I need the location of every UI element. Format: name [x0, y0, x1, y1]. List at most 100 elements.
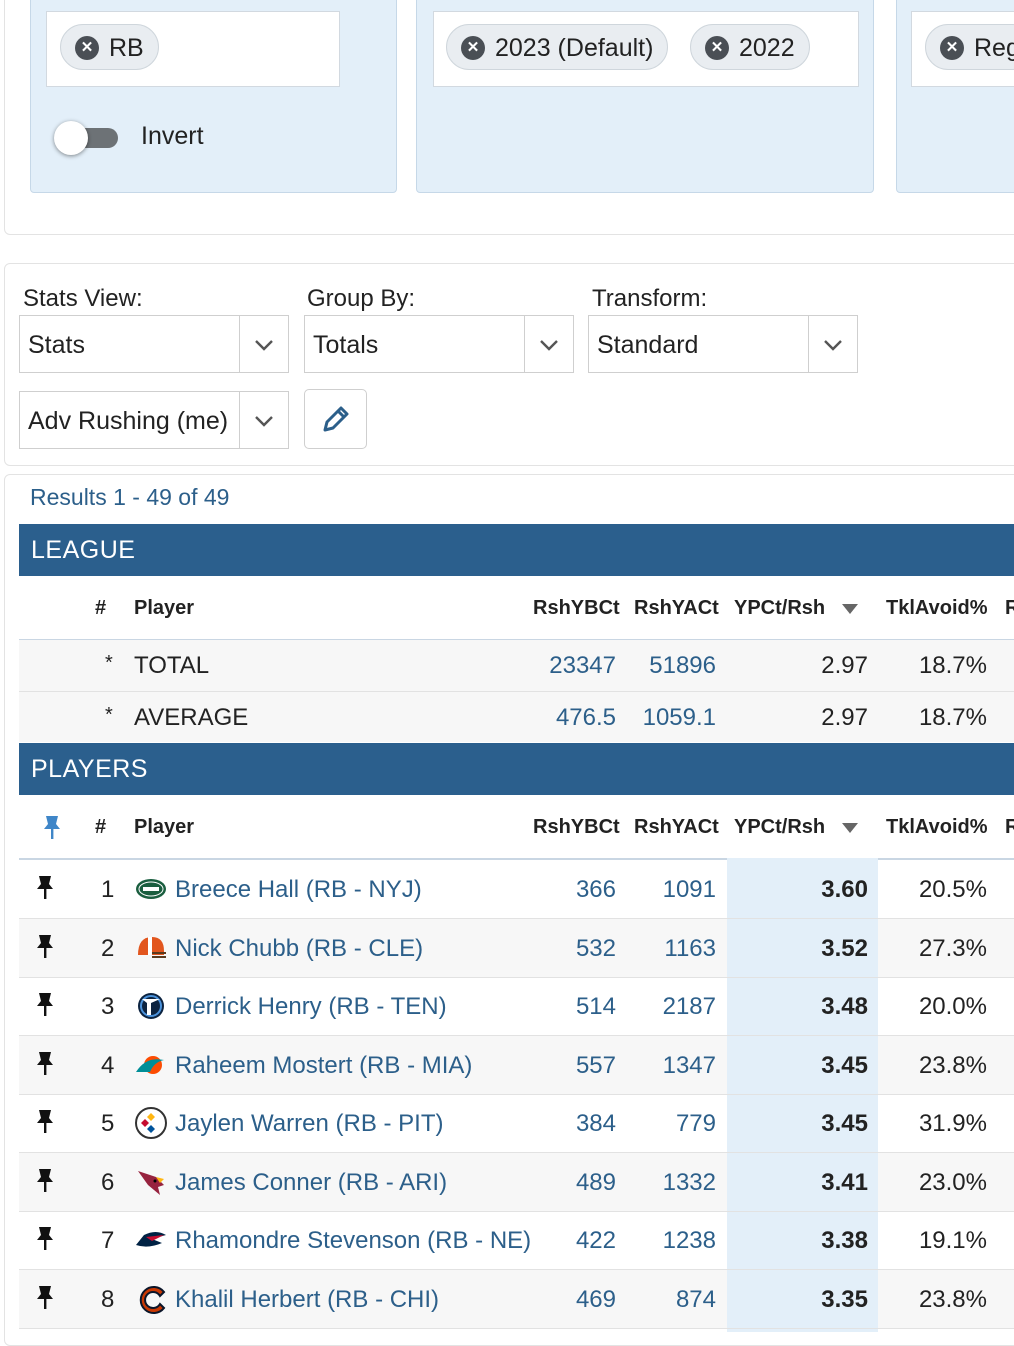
row-c2[interactable]: 1347 [662, 1052, 716, 1079]
row-c4: 20.5% [918, 876, 987, 903]
row-c1[interactable]: 532 [575, 935, 616, 962]
remove-chip-icon[interactable]: ✕ [940, 36, 964, 60]
col-truncated[interactable]: R [1005, 816, 1014, 838]
remove-chip-icon[interactable]: ✕ [705, 36, 729, 60]
row-c3: 3.52 [821, 935, 868, 962]
row-c3: 3.45 [821, 1052, 868, 1079]
row-c4: 23.0% [918, 1169, 987, 1196]
player-link[interactable]: James Conner (RB - ARI) [175, 1169, 448, 1196]
row-c3: 3.48 [821, 993, 868, 1020]
dolphins-logo [136, 1056, 164, 1074]
row-c4: 18.7% [918, 652, 987, 679]
player-link[interactable]: Breece Hall (RB - NYJ) [175, 876, 422, 903]
row-c1[interactable]: 514 [575, 993, 616, 1020]
stats-view-select[interactable]: Stats [19, 315, 289, 373]
row-c2[interactable]: 1091 [662, 876, 716, 903]
player-link[interactable]: Raheem Mostert (RB - MIA) [175, 1052, 473, 1079]
players-table-header: # Player RshYBCt RshYACt YPCt/Rsh TklAvo… [19, 796, 1014, 860]
pin-icon[interactable] [35, 1050, 55, 1076]
transform-select[interactable]: Standard [588, 315, 858, 373]
player-link[interactable]: Derrick Henry (RB - TEN) [175, 993, 447, 1020]
col-player[interactable]: Player [134, 816, 195, 838]
row-c2[interactable]: 874 [675, 1286, 716, 1313]
col-player[interactable]: Player [134, 597, 195, 619]
pin-column-icon[interactable] [41, 814, 63, 840]
select-value: Standard [597, 331, 699, 359]
pin-icon[interactable] [35, 1225, 55, 1251]
transform-label: Transform: [592, 285, 708, 312]
remove-chip-icon[interactable]: ✕ [461, 36, 485, 60]
row-rank: 7 [101, 1227, 115, 1254]
chevron-down-icon [540, 340, 558, 351]
pencil-icon [323, 406, 349, 432]
col-tklavoid[interactable]: TklAvoid% [886, 816, 988, 838]
row-c1[interactable]: 476.5 [555, 704, 616, 731]
chip-label: Reg [974, 34, 1014, 62]
pin-icon[interactable] [35, 874, 55, 900]
league-row-average: * AVERAGE 476.5 1059.1 2.97 18.7% [19, 692, 1014, 742]
row-c3: 2.97 [821, 704, 868, 731]
sort-desc-icon[interactable] [841, 603, 859, 615]
season-chip-2023[interactable]: ✕ 2023 (Default) [446, 24, 669, 70]
row-c2[interactable]: 2187 [662, 993, 716, 1020]
row-c1[interactable]: 366 [575, 876, 616, 903]
row-c3: 3.35 [821, 1286, 868, 1313]
pin-icon[interactable] [35, 1108, 55, 1134]
sorted-column-highlight [727, 858, 878, 1332]
league-row-total: * TOTAL 23347 51896 2.97 18.7% [19, 640, 1014, 692]
col-ypct-rsh[interactable]: YPCt/Rsh [734, 816, 826, 838]
player-link[interactable]: Khalil Herbert (RB - CHI) [175, 1286, 440, 1313]
player-link[interactable]: Rhamondre Stevenson (RB - NE) [175, 1227, 532, 1254]
row-c4: 20.0% [918, 993, 987, 1020]
col-ypct-rsh[interactable]: YPCt/Rsh [734, 597, 826, 619]
chevron-down-icon [824, 340, 842, 351]
row-c4: 19.1% [918, 1227, 987, 1254]
group-by-select[interactable]: Totals [304, 315, 574, 373]
edit-stat-set-button[interactable] [304, 389, 367, 449]
pin-icon[interactable] [35, 1167, 55, 1193]
remove-chip-icon[interactable]: ✕ [75, 36, 99, 60]
row-c2[interactable]: 1238 [662, 1227, 716, 1254]
col-rshyact[interactable]: RshYACt [634, 597, 719, 619]
row-name: AVERAGE [134, 704, 249, 731]
invert-toggle[interactable] [54, 121, 120, 155]
pin-icon[interactable] [35, 1284, 55, 1310]
row-c4: 23.8% [918, 1286, 987, 1313]
col-rshyact[interactable]: RshYACt [634, 816, 719, 838]
col-tklavoid[interactable]: TklAvoid% [886, 597, 988, 619]
pin-icon[interactable] [35, 991, 55, 1017]
player-link[interactable]: Jaylen Warren (RB - PIT) [175, 1110, 444, 1137]
group-by-label: Group By: [307, 285, 416, 312]
row-c2[interactable]: 1059.1 [642, 704, 716, 731]
row-c2[interactable]: 1163 [664, 935, 716, 962]
table-row: 8 Khalil Herbert (RB - CHI) 469 874 3.35 23.8… [19, 1270, 1014, 1329]
row-c1[interactable]: 384 [575, 1110, 616, 1137]
col-rshybct[interactable]: RshYBCt [533, 816, 620, 838]
season-chip-2022[interactable]: ✕ 2022 [690, 24, 810, 70]
row-c2[interactable]: 51896 [649, 652, 716, 679]
steelers-logo [135, 1107, 167, 1139]
chip-label: RB [109, 34, 144, 62]
pin-icon[interactable] [35, 933, 55, 959]
row-c1[interactable]: 23347 [549, 652, 616, 679]
row-c1[interactable]: 469 [575, 1286, 616, 1313]
bears-logo [139, 1286, 166, 1314]
row-c1[interactable]: 422 [575, 1227, 616, 1254]
row-c1[interactable]: 489 [575, 1169, 616, 1196]
stat-set-select[interactable]: Adv Rushing (me) [19, 391, 289, 449]
row-c1[interactable]: 557 [575, 1052, 616, 1079]
row-c2[interactable]: 779 [675, 1110, 716, 1137]
season-type-filter-box: ✕ Reg [896, 0, 1014, 193]
chevron-down-icon [255, 416, 273, 427]
row-c2[interactable]: 1332 [662, 1169, 716, 1196]
row-c3: 3.45 [821, 1110, 868, 1137]
col-rshybct[interactable]: RshYBCt [533, 597, 620, 619]
player-link[interactable]: Nick Chubb (RB - CLE) [175, 935, 424, 962]
row-rank: 3 [101, 993, 115, 1020]
row-rank: 8 [101, 1286, 115, 1313]
row-rank: 1 [101, 876, 115, 903]
col-truncated[interactable]: R [1005, 597, 1014, 619]
season-type-chip[interactable]: ✕ Reg [925, 24, 1014, 70]
position-chip[interactable]: ✕ RB [60, 24, 159, 70]
sort-desc-icon[interactable] [841, 822, 859, 834]
